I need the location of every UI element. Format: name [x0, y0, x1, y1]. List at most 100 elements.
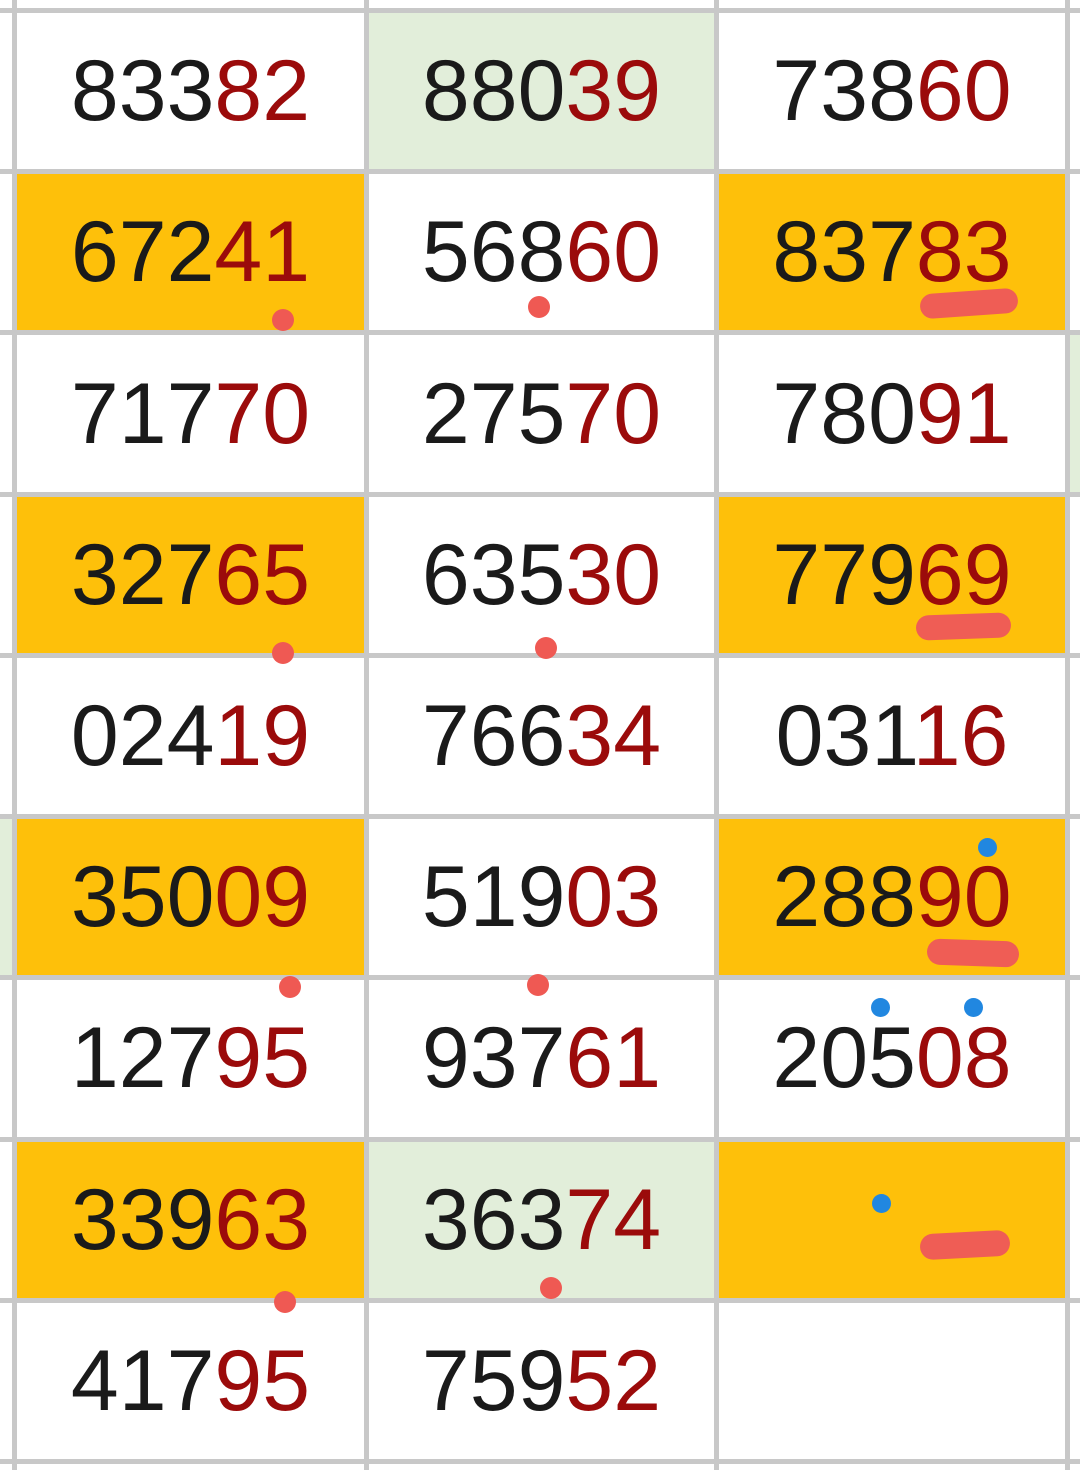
cell-r3c3[interactable]: 78091: [719, 335, 1065, 492]
digits-red: 60: [915, 43, 1012, 140]
row-sliver: [369, 1464, 714, 1470]
digits-red: 03: [565, 849, 662, 946]
row-sliver: [1070, 0, 1080, 8]
cell-r8c2[interactable]: 36374: [369, 1141, 714, 1298]
digits-black: 880: [421, 43, 566, 140]
cell-r1c2[interactable]: 88039: [369, 13, 714, 170]
digits-red: 65: [214, 526, 311, 623]
digits-red: 83: [915, 204, 1012, 301]
cell-r1c1[interactable]: 83382: [17, 13, 364, 170]
row-sliver: [719, 1464, 1065, 1470]
cell-r2c3[interactable]: 83783: [719, 174, 1065, 331]
digits-black: 127: [70, 1010, 215, 1107]
digits-black: 780: [772, 365, 916, 462]
digits-red: 70: [565, 365, 662, 462]
row-sliver: [17, 1464, 364, 1470]
digits-red: 74: [565, 1171, 662, 1268]
digits-red: 34: [565, 687, 662, 784]
cell-r9c3[interactable]: [719, 1302, 1065, 1459]
digits-black: 672: [70, 204, 215, 301]
digits-red: 82: [214, 43, 311, 140]
cell-r4c3[interactable]: 77969: [719, 496, 1065, 653]
digits-red: 09: [214, 849, 311, 946]
digits-red: 70: [214, 365, 311, 462]
cell-r9c2[interactable]: 75952: [369, 1302, 714, 1459]
number: 02419: [71, 693, 310, 779]
cell-r6c1[interactable]: 35009: [17, 819, 364, 976]
cell-r4c2[interactable]: 63530: [369, 496, 714, 653]
number: 67241: [71, 209, 310, 295]
cell-r5c1[interactable]: 02419: [17, 657, 364, 815]
digits-red: 90: [915, 849, 1012, 946]
cell-r3c2[interactable]: 27570: [369, 335, 714, 492]
digits-black: 031: [775, 687, 913, 784]
number: 35009: [71, 854, 310, 940]
edge-cell: [0, 1302, 12, 1459]
edge-cell: [1070, 335, 1080, 492]
number: 03116: [776, 693, 1009, 779]
cell-r5c2[interactable]: 76634: [369, 657, 714, 815]
digits-black: 717: [70, 365, 215, 462]
digits-red: 95: [214, 1010, 311, 1107]
cell-r3c1[interactable]: 71770: [17, 335, 364, 492]
digits-red: 30: [565, 526, 662, 623]
cell-r4c1[interactable]: 32765: [17, 496, 364, 653]
digits-red: 91: [915, 365, 1012, 462]
number: 12795: [71, 1015, 310, 1101]
digits-black: 519: [421, 849, 566, 946]
number: 63530: [422, 532, 661, 618]
row-sliver: [0, 1464, 12, 1470]
edge-cell: [0, 657, 12, 815]
cell-r2c2[interactable]: 56860: [369, 174, 714, 331]
digits-black: 937: [421, 1010, 566, 1107]
number: 93761: [422, 1015, 661, 1101]
cell-r2c1[interactable]: 67241: [17, 174, 364, 331]
cell-r7c1[interactable]: 12795: [17, 980, 364, 1137]
number: 20508: [772, 1015, 1011, 1101]
edge-cell: [1070, 1302, 1080, 1459]
cell-r6c2[interactable]: 51903: [369, 819, 714, 976]
edge-cell: [0, 13, 12, 170]
row-sliver: [719, 0, 1065, 8]
number: 32765: [71, 532, 310, 618]
row-sliver: [369, 0, 714, 8]
digits-red: 16: [912, 687, 1009, 784]
edge-cell: [0, 496, 12, 653]
number: 28890: [772, 854, 1011, 940]
cell-r1c3[interactable]: 73860: [719, 13, 1065, 170]
cell-r8c1[interactable]: 33963: [17, 1141, 364, 1298]
row-sliver: [1070, 1464, 1080, 1470]
digits-black: 759: [421, 1332, 566, 1429]
cell-r8c3[interactable]: [719, 1141, 1065, 1298]
digits-red: 19: [214, 687, 311, 784]
digits-black: 738: [772, 43, 916, 140]
cell-r6c3[interactable]: 28890: [719, 819, 1065, 976]
digits-black: 205: [772, 1010, 916, 1107]
edge-cell: [1070, 496, 1080, 653]
number: 73860: [772, 48, 1011, 134]
cell-r9c1[interactable]: 41795: [17, 1302, 364, 1459]
digits-red: 39: [565, 43, 662, 140]
digits-red: 52: [565, 1332, 662, 1429]
edge-cell: [0, 335, 12, 492]
row-sliver: [17, 0, 364, 8]
number: 36374: [422, 1177, 661, 1263]
digits-black: 417: [70, 1332, 215, 1429]
edge-cell: [0, 980, 12, 1137]
number: 56860: [422, 209, 661, 295]
cell-r7c2[interactable]: 93761: [369, 980, 714, 1137]
digits-red: 08: [915, 1010, 1012, 1107]
edge-cell: [0, 174, 12, 331]
cell-r7c3[interactable]: 20508: [719, 980, 1065, 1137]
digits-black: 327: [70, 526, 215, 623]
number: 77969: [772, 532, 1011, 618]
digits-red: 95: [214, 1332, 311, 1429]
edge-cell: [1070, 657, 1080, 815]
digits-black: 363: [421, 1171, 566, 1268]
digits-black: 275: [421, 365, 566, 462]
number: 83783: [772, 209, 1011, 295]
cell-r5c3[interactable]: 03116: [719, 657, 1065, 815]
digits-red: 41: [214, 204, 311, 301]
digits-black: 779: [772, 526, 916, 623]
